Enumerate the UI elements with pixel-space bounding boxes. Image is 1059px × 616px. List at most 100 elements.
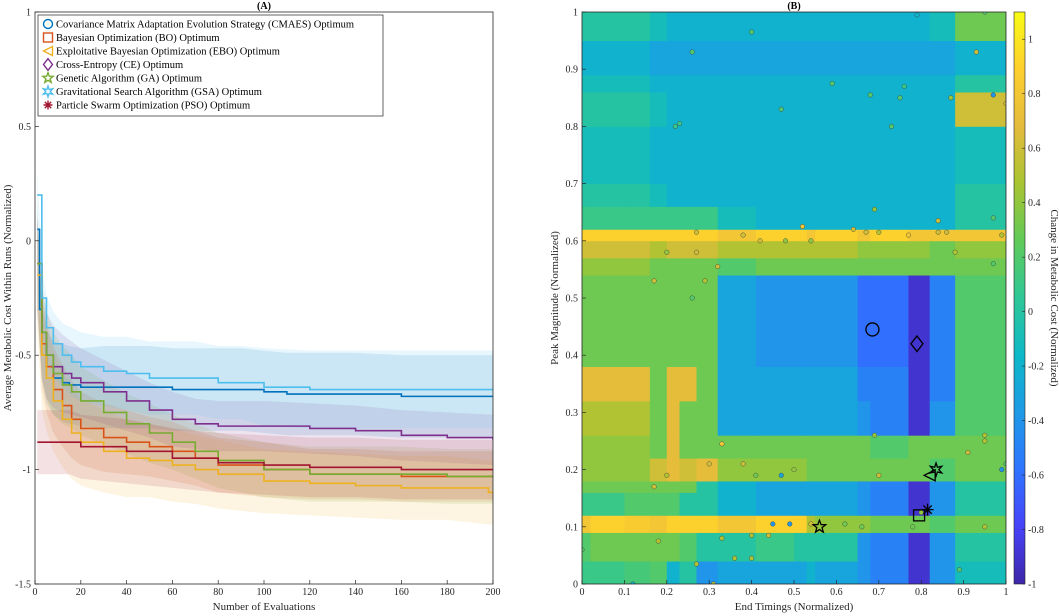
- heat-cell-12-1: [590, 240, 625, 259]
- heat-cell-15-2: [624, 183, 651, 207]
- heat-cell-20-7: [717, 12, 757, 41]
- b-x-tick-label-2: 0.2: [661, 587, 674, 598]
- sample-point-19: [719, 535, 725, 541]
- heat-cell-15-17: [929, 183, 956, 207]
- legend-marker-5: [41, 83, 55, 100]
- heat-cell-20-8: [755, 12, 795, 41]
- heat-cell-6-13: [870, 435, 909, 459]
- heat-cell-16-15: [912, 126, 922, 184]
- b-y-tick-label-10: 1: [573, 8, 578, 19]
- panel-b-optima-markers: [811, 322, 944, 534]
- heat-cell-17-14: [908, 92, 914, 127]
- heat-cell-4-0: [582, 481, 591, 493]
- heat-cell-2-17: [929, 515, 956, 533]
- sample-point-63: [982, 12, 988, 15]
- heat-cell-3-7: [717, 492, 757, 516]
- heat-cell-0-14: [908, 561, 914, 584]
- heat-cell-7-16: [921, 400, 931, 436]
- heat-cell-6-7: [717, 435, 757, 459]
- heat-cell-16-6: [696, 126, 719, 184]
- legend-marker-1: [42, 32, 54, 43]
- sample-point-44: [872, 206, 878, 212]
- heat-cell-3-9: [794, 492, 808, 516]
- heat-cell-1-5: [679, 532, 697, 562]
- sample-point-9: [689, 49, 695, 55]
- heat-cell-8-9: [794, 366, 808, 402]
- heat-cell-3-12: [857, 492, 871, 516]
- heat-cell-16-18: [955, 126, 1006, 184]
- heat-cell-17-10: [806, 92, 816, 127]
- heat-cell-16-5: [679, 126, 697, 184]
- sample-point-21: [740, 232, 746, 238]
- heat-cell-6-4: [666, 435, 680, 459]
- heat-cell-4-6: [696, 481, 719, 493]
- heat-cell-9-9: [794, 326, 808, 368]
- heat-cell-6-9: [794, 435, 808, 459]
- heat-cell-19-11: [815, 40, 858, 76]
- heat-cell-11-9: [794, 257, 808, 276]
- heat-cell-16-3: [649, 126, 668, 184]
- heat-cell-9-0: [582, 326, 591, 368]
- heat-cell-10-9: [794, 275, 808, 327]
- heat-cell-14-8: [755, 206, 795, 230]
- colorbar-tick-label-7: 0.4: [1028, 198, 1041, 209]
- heat-cell-0-11: [815, 561, 858, 584]
- heat-cell-12-16: [921, 240, 931, 259]
- heat-cell-7-18: [955, 400, 1006, 436]
- heat-cell-8-17: [929, 366, 956, 402]
- sample-point-25: [749, 29, 755, 35]
- heat-cell-12-7: [717, 240, 757, 259]
- heat-cell-5-0: [582, 458, 591, 482]
- a-y-tick-label-1: -1: [23, 465, 31, 476]
- heat-cell-19-16: [921, 40, 931, 76]
- panel-a-y-ticks: -1.5 -1 -0.5 0 0.5 1: [15, 8, 39, 591]
- heat-cell-6-6: [696, 435, 719, 459]
- heat-cell-10-11: [815, 275, 858, 327]
- panel-b-heatmap: [582, 12, 1006, 584]
- b-x-tick-label-9: 0.9: [957, 587, 970, 598]
- heat-cell-14-12: [857, 206, 871, 230]
- heat-cell-12-18: [955, 240, 1006, 259]
- heat-cell-7-0: [582, 400, 591, 436]
- heat-cell-4-4: [666, 481, 680, 493]
- heat-cell-7-17: [929, 400, 956, 436]
- heat-cell-19-3: [649, 40, 668, 76]
- sample-point-12: [693, 249, 699, 255]
- legend-marker-0: [42, 18, 54, 30]
- heat-cell-13-7: [717, 229, 757, 242]
- heat-cell-18-4: [666, 74, 680, 93]
- heat-cell-18-0: [582, 74, 591, 93]
- heat-cell-14-2: [624, 206, 651, 230]
- optimum-ga: [811, 518, 828, 534]
- legend-label-1: Bayesian Optimization (BO) Optimum: [56, 33, 220, 44]
- line-series-2: [37, 274, 493, 494]
- heat-cell-9-16: [921, 326, 931, 368]
- heat-cell-9-3: [649, 326, 668, 368]
- heat-cell-15-5: [679, 183, 697, 207]
- heat-cell-20-13: [870, 12, 909, 41]
- heat-cell-11-7: [717, 257, 757, 276]
- heat-cell-2-16: [921, 515, 931, 533]
- heat-cell-8-5: [679, 366, 697, 402]
- heat-cell-19-12: [857, 40, 871, 76]
- a-x-tick-label-9: 180: [440, 587, 455, 598]
- colorbar-tick-label-1: -0.8: [1028, 525, 1044, 536]
- heat-cell-5-10: [806, 458, 816, 482]
- heat-cell-7-7: [717, 400, 757, 436]
- heat-cell-10-0: [582, 275, 591, 327]
- heat-cell-8-15: [912, 366, 922, 402]
- heat-cell-5-14: [908, 458, 914, 482]
- heat-cell-20-14: [908, 12, 914, 41]
- heat-cell-3-15: [912, 492, 922, 516]
- sample-point-8: [664, 472, 670, 478]
- a-x-tick-label-1: 20: [76, 587, 86, 598]
- heat-cell-16-7: [717, 126, 757, 184]
- heat-cell-17-9: [794, 92, 808, 127]
- heat-cell-15-1: [590, 183, 625, 207]
- optimum-gsa: [928, 460, 944, 479]
- heat-cell-12-9: [794, 240, 808, 259]
- heat-cell-16-10: [806, 126, 816, 184]
- heat-cell-18-3: [649, 74, 668, 93]
- heat-cell-3-17: [929, 492, 956, 516]
- b-y-tick-label-2: 0.2: [566, 465, 579, 476]
